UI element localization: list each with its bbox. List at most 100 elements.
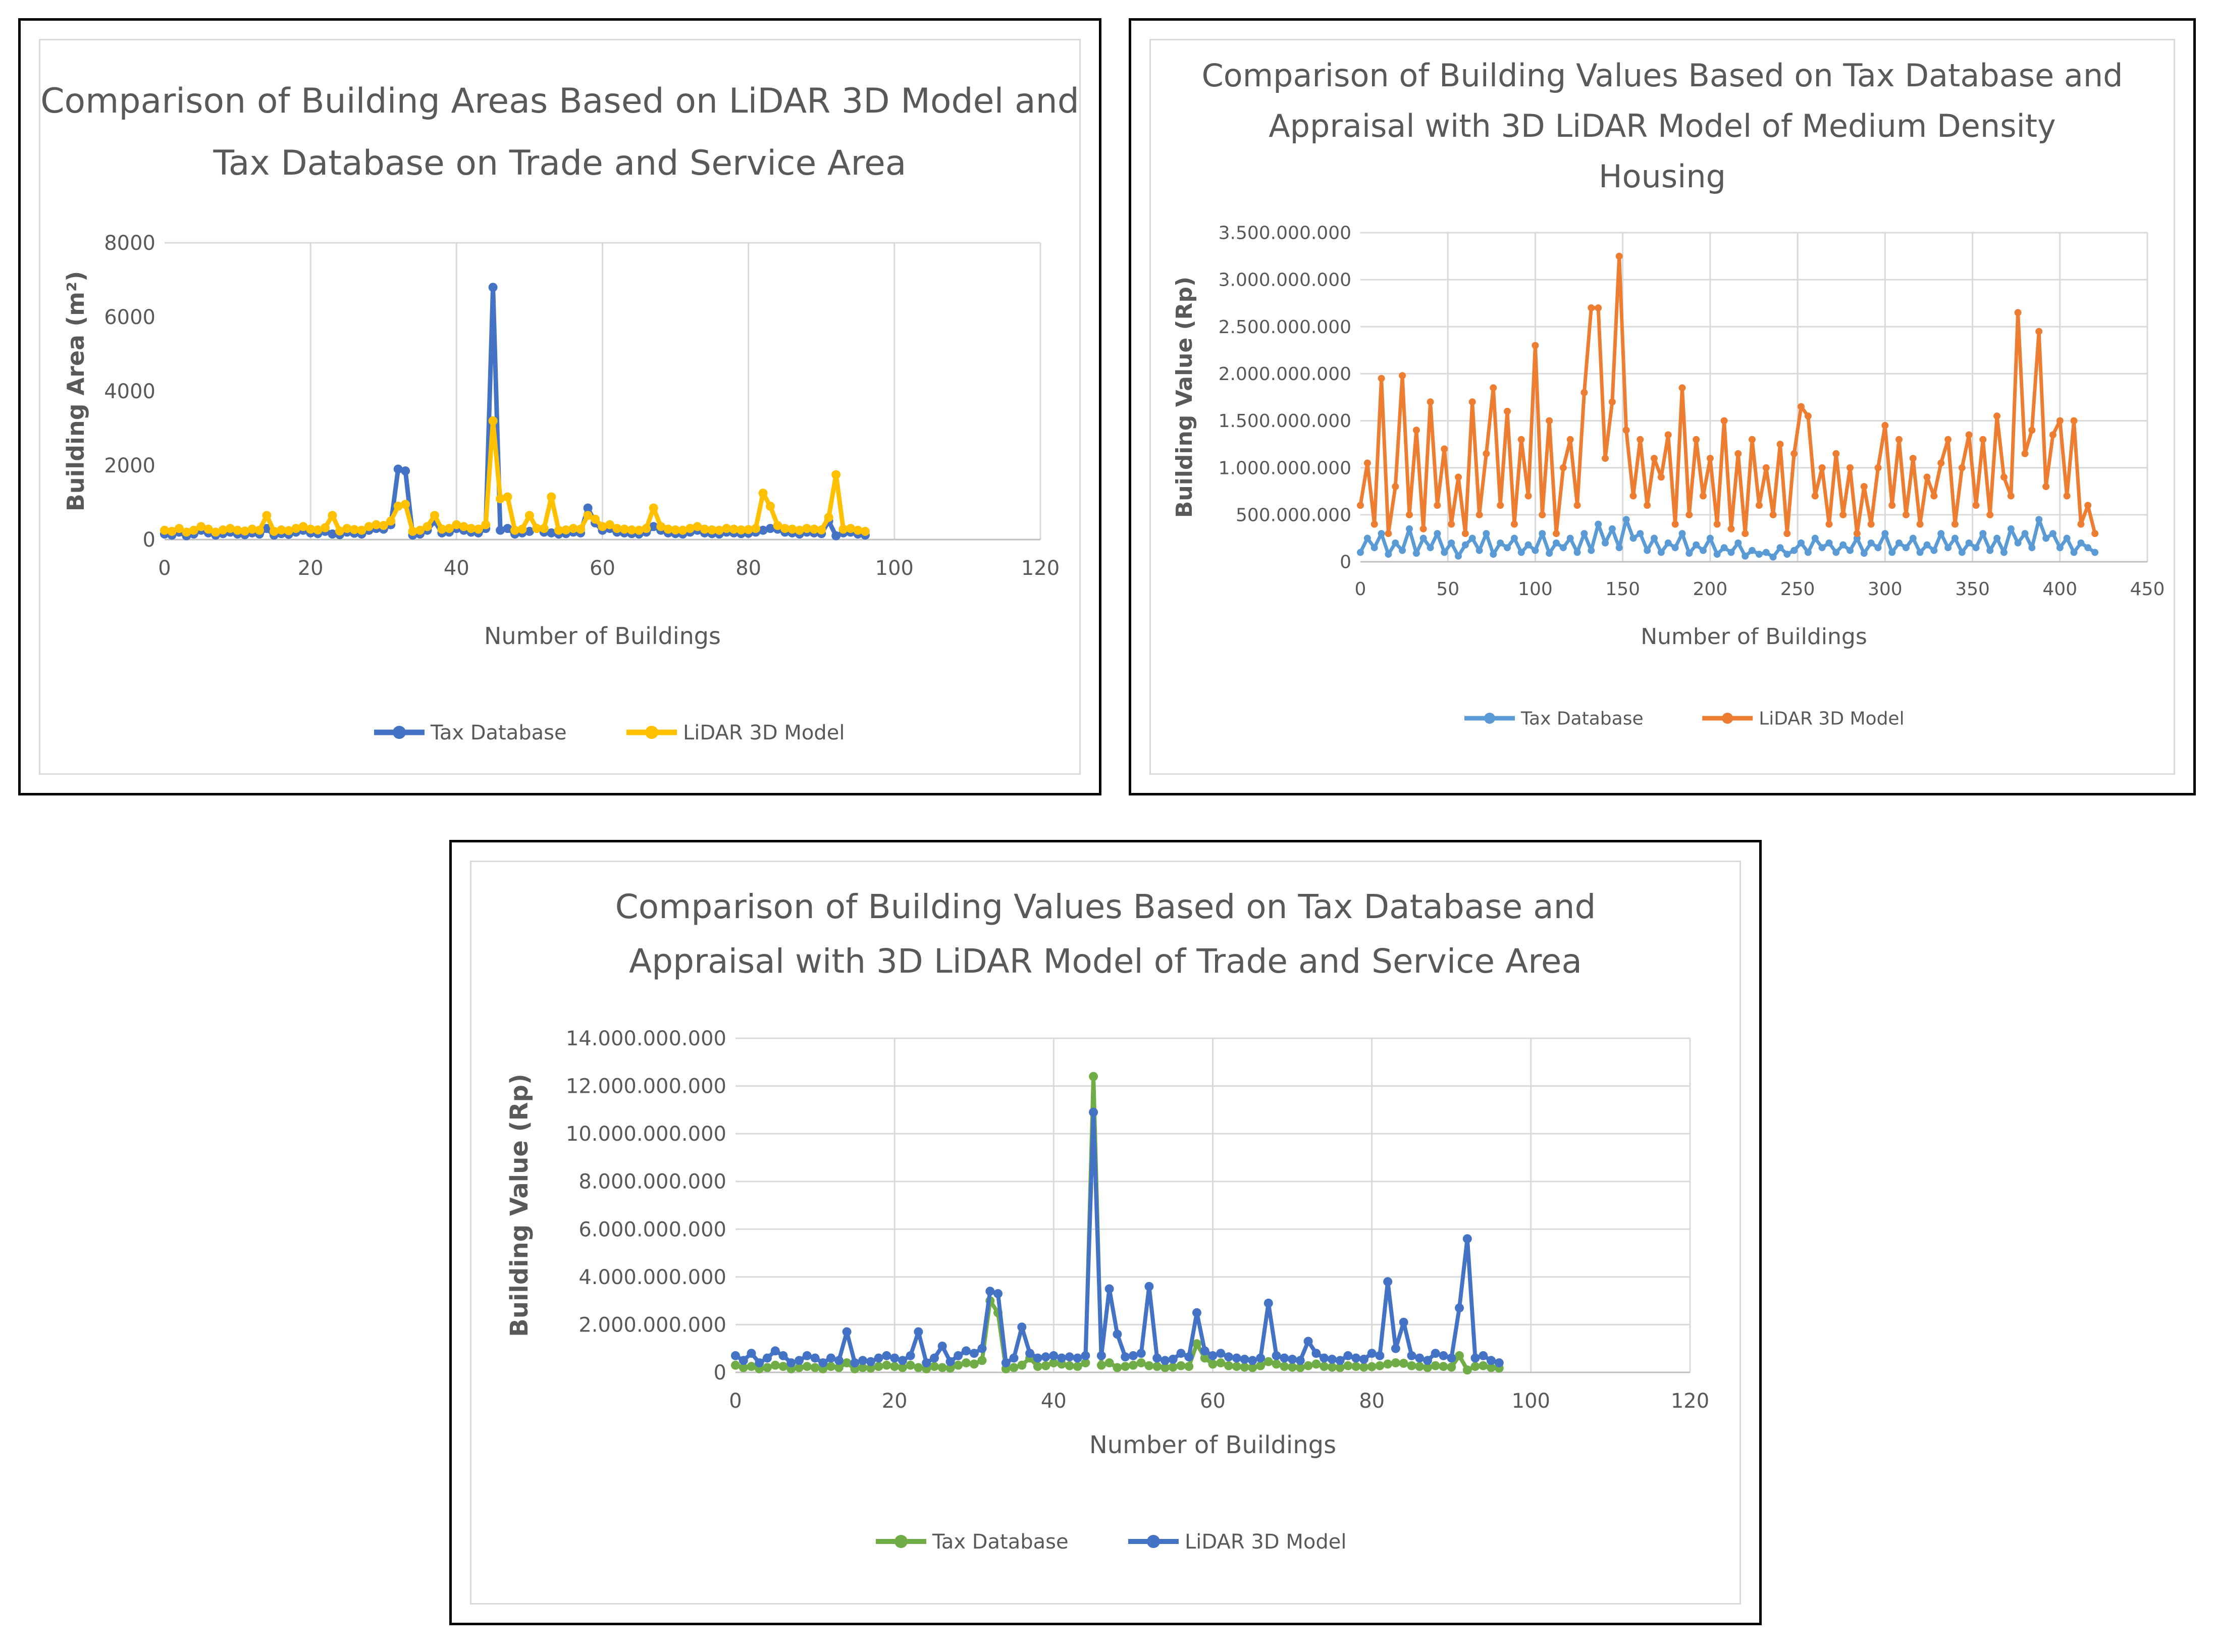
data-point bbox=[898, 1363, 907, 1372]
data-point bbox=[1295, 1356, 1305, 1365]
data-point bbox=[1192, 1308, 1201, 1317]
data-point bbox=[914, 1363, 923, 1372]
data-point bbox=[1993, 535, 2001, 542]
data-point bbox=[1749, 547, 1756, 554]
data-point bbox=[452, 520, 461, 529]
data-point bbox=[1001, 1358, 1011, 1368]
legend-label: Tax Database bbox=[430, 721, 567, 744]
data-point bbox=[517, 524, 527, 534]
data-point bbox=[739, 1356, 748, 1365]
data-point bbox=[1359, 1362, 1368, 1372]
data-point bbox=[583, 503, 593, 513]
data-point bbox=[306, 524, 315, 534]
data-point bbox=[408, 526, 417, 536]
data-point bbox=[1700, 492, 1707, 500]
data-point bbox=[729, 524, 739, 534]
data-point bbox=[1804, 549, 1812, 556]
legend-label: LiDAR 3D Model bbox=[1759, 709, 1904, 729]
data-point bbox=[1232, 1362, 1241, 1371]
data-point bbox=[1895, 539, 1903, 547]
data-point bbox=[1588, 547, 1595, 554]
data-point bbox=[1727, 525, 1735, 532]
data-point bbox=[1280, 1362, 1289, 1371]
data-point bbox=[818, 1358, 828, 1368]
data-point bbox=[1930, 492, 1938, 500]
data-point bbox=[2042, 483, 2050, 490]
data-point bbox=[568, 524, 578, 533]
data-point bbox=[1937, 459, 1945, 467]
data-point bbox=[189, 525, 198, 535]
legend-label: LiDAR 3D Model bbox=[1185, 1530, 1346, 1554]
data-point bbox=[656, 522, 666, 531]
data-point bbox=[1524, 492, 1532, 500]
building-area-chart: Comparison of Building Areas Based on Li… bbox=[40, 81, 1079, 744]
data-point bbox=[1295, 1363, 1305, 1372]
data-point bbox=[2035, 516, 2043, 523]
data-point bbox=[1546, 550, 1553, 557]
data-point bbox=[1930, 547, 1938, 554]
data-point bbox=[700, 524, 709, 534]
data-point bbox=[787, 524, 797, 534]
data-point bbox=[1637, 530, 1644, 538]
data-point bbox=[1161, 1363, 1170, 1372]
y-tick-label: 4.000.000.000 bbox=[578, 1266, 726, 1289]
data-point bbox=[1089, 1107, 1098, 1117]
data-point bbox=[1033, 1353, 1042, 1363]
data-point bbox=[945, 1363, 955, 1373]
data-point bbox=[649, 503, 658, 513]
data-point bbox=[342, 524, 352, 533]
data-point bbox=[1490, 551, 1497, 558]
data-point bbox=[1359, 1355, 1368, 1364]
data-point bbox=[1224, 1361, 1233, 1370]
data-point bbox=[1524, 541, 1532, 549]
data-point bbox=[1216, 1358, 1226, 1368]
data-point bbox=[1370, 520, 1378, 528]
data-point bbox=[430, 511, 439, 520]
data-point bbox=[1923, 473, 1931, 481]
data-point bbox=[802, 1362, 812, 1371]
data-point bbox=[1720, 544, 1728, 552]
y-tick-label: 8.000.000.000 bbox=[578, 1170, 726, 1194]
data-point bbox=[1479, 1351, 1488, 1360]
data-point bbox=[1755, 551, 1763, 558]
x-tick-label: 0 bbox=[1355, 579, 1366, 600]
data-point bbox=[1461, 541, 1469, 549]
data-point bbox=[1089, 1072, 1098, 1081]
data-point bbox=[969, 1349, 979, 1358]
data-point bbox=[2091, 549, 2099, 556]
legend-swatch-marker bbox=[393, 726, 406, 739]
data-point bbox=[802, 524, 812, 533]
data-point bbox=[2063, 492, 2071, 500]
data-point bbox=[561, 525, 571, 535]
data-point bbox=[1128, 1360, 1138, 1370]
data-point bbox=[954, 1351, 963, 1360]
data-point bbox=[930, 1362, 939, 1371]
chart-title-line: Comparison of Building Values Based on T… bbox=[615, 887, 1596, 926]
data-point bbox=[1363, 459, 1371, 467]
data-point bbox=[1049, 1358, 1059, 1368]
data-point bbox=[678, 525, 688, 535]
data-point bbox=[1144, 1361, 1154, 1370]
data-point bbox=[503, 492, 512, 502]
data-point bbox=[1049, 1351, 1059, 1360]
data-point bbox=[2091, 530, 2099, 538]
data-point bbox=[1881, 421, 1889, 429]
y-tick-label: 3.500.000.000 bbox=[1219, 223, 1351, 244]
data-point bbox=[1972, 544, 1980, 552]
data-point bbox=[747, 1349, 756, 1358]
data-point bbox=[1152, 1362, 1162, 1371]
x-tick-label: 400 bbox=[2042, 579, 2077, 600]
y-axis-label: Building Value (Rp) bbox=[505, 1074, 534, 1337]
data-point bbox=[1671, 520, 1679, 528]
data-point bbox=[1439, 1362, 1448, 1371]
data-point bbox=[1168, 1355, 1178, 1364]
y-tick-label: 8000 bbox=[104, 232, 155, 255]
data-point bbox=[1497, 539, 1504, 547]
y-axis-label: Building Value (Rp) bbox=[1172, 277, 1197, 518]
data-point bbox=[218, 525, 228, 535]
data-point bbox=[1888, 502, 1896, 509]
data-point bbox=[2077, 539, 2085, 547]
data-point bbox=[1161, 1356, 1170, 1365]
y-tick-label: 3.000.000.000 bbox=[1219, 270, 1351, 291]
data-point bbox=[1504, 544, 1511, 552]
